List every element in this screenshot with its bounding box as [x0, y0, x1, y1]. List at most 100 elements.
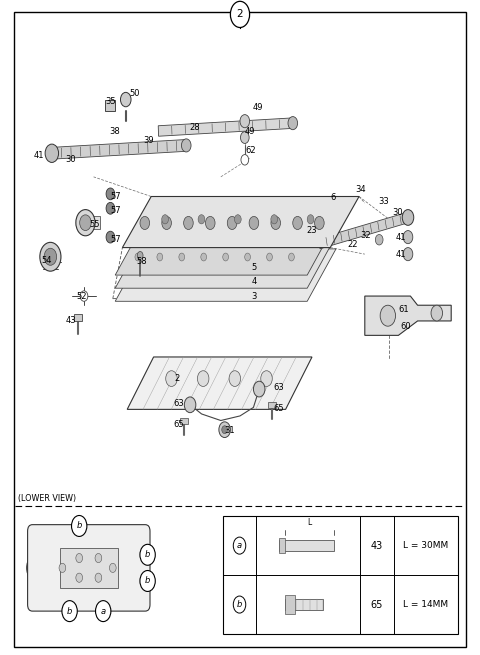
- Circle shape: [240, 132, 249, 143]
- Bar: [60, 548, 118, 588]
- Circle shape: [76, 210, 95, 236]
- Text: a: a: [237, 541, 242, 550]
- Text: 6: 6: [330, 193, 336, 202]
- Circle shape: [162, 215, 168, 224]
- Text: 65: 65: [273, 404, 284, 413]
- Circle shape: [137, 252, 143, 259]
- Circle shape: [59, 563, 66, 572]
- Circle shape: [271, 215, 277, 224]
- Polygon shape: [115, 249, 336, 301]
- Bar: [81, 216, 100, 229]
- Text: b: b: [145, 550, 150, 559]
- Circle shape: [109, 563, 116, 572]
- Circle shape: [80, 291, 88, 301]
- Text: 55: 55: [90, 219, 100, 229]
- Circle shape: [72, 515, 87, 536]
- Circle shape: [223, 266, 228, 274]
- Circle shape: [96, 601, 111, 622]
- Circle shape: [431, 305, 443, 321]
- Circle shape: [253, 381, 265, 397]
- Circle shape: [375, 234, 383, 245]
- Text: 49: 49: [244, 126, 255, 136]
- Bar: [180, 418, 188, 424]
- Circle shape: [223, 253, 228, 261]
- Circle shape: [249, 216, 259, 229]
- Circle shape: [403, 231, 413, 244]
- Text: 34: 34: [356, 185, 366, 195]
- Text: 63: 63: [273, 383, 284, 392]
- Circle shape: [157, 253, 163, 261]
- Circle shape: [402, 210, 414, 225]
- Circle shape: [157, 279, 163, 287]
- Circle shape: [40, 242, 61, 271]
- Circle shape: [201, 253, 206, 261]
- Text: 41: 41: [396, 233, 407, 242]
- Text: 57: 57: [110, 192, 120, 201]
- Circle shape: [266, 253, 272, 261]
- Circle shape: [261, 371, 272, 386]
- Text: 65: 65: [371, 599, 383, 610]
- Circle shape: [135, 266, 141, 274]
- Text: 57: 57: [110, 234, 120, 244]
- Text: b: b: [145, 576, 150, 586]
- Bar: [74, 314, 82, 321]
- Circle shape: [380, 305, 396, 326]
- Circle shape: [179, 266, 185, 274]
- Text: 32: 32: [360, 231, 371, 240]
- Text: 5: 5: [252, 263, 257, 272]
- Polygon shape: [122, 196, 359, 248]
- Text: 22: 22: [348, 240, 358, 250]
- Circle shape: [288, 253, 294, 261]
- Text: b: b: [76, 521, 82, 531]
- Text: L = 30MM: L = 30MM: [403, 541, 449, 550]
- Text: 50: 50: [129, 88, 140, 98]
- Bar: [285, 599, 323, 610]
- Circle shape: [157, 266, 163, 274]
- Circle shape: [222, 426, 228, 434]
- Circle shape: [245, 253, 251, 261]
- Circle shape: [140, 544, 156, 565]
- Text: 31: 31: [224, 426, 235, 436]
- Circle shape: [240, 115, 250, 128]
- Circle shape: [245, 266, 251, 274]
- Text: 63: 63: [173, 399, 184, 408]
- Circle shape: [106, 231, 115, 243]
- Circle shape: [106, 188, 115, 200]
- Circle shape: [166, 371, 177, 386]
- Polygon shape: [127, 357, 312, 409]
- Polygon shape: [115, 236, 336, 288]
- Circle shape: [288, 117, 298, 130]
- Circle shape: [288, 279, 294, 287]
- Circle shape: [135, 253, 141, 261]
- Circle shape: [288, 266, 294, 274]
- Circle shape: [307, 215, 314, 224]
- Circle shape: [241, 155, 249, 165]
- Text: 54: 54: [42, 256, 52, 265]
- Circle shape: [140, 216, 150, 229]
- Polygon shape: [318, 212, 409, 249]
- Text: 39: 39: [144, 136, 154, 145]
- Text: 62: 62: [246, 146, 256, 155]
- Circle shape: [201, 266, 206, 274]
- Text: 52: 52: [76, 291, 87, 301]
- Text: 2: 2: [237, 9, 243, 20]
- Circle shape: [76, 553, 83, 563]
- Circle shape: [106, 202, 115, 214]
- Text: 43: 43: [66, 316, 76, 326]
- Circle shape: [80, 215, 91, 231]
- Circle shape: [45, 144, 59, 162]
- Circle shape: [233, 537, 246, 554]
- Circle shape: [201, 279, 206, 287]
- Circle shape: [198, 215, 205, 224]
- Text: (LOWER VIEW): (LOWER VIEW): [18, 494, 76, 503]
- Polygon shape: [158, 118, 293, 136]
- Text: 41: 41: [396, 250, 407, 259]
- Circle shape: [27, 553, 48, 582]
- Polygon shape: [365, 296, 451, 335]
- Circle shape: [134, 544, 151, 568]
- Text: 60: 60: [400, 322, 411, 331]
- Circle shape: [229, 371, 240, 386]
- Circle shape: [181, 139, 191, 152]
- Text: 3: 3: [252, 291, 257, 301]
- Text: L: L: [308, 518, 312, 527]
